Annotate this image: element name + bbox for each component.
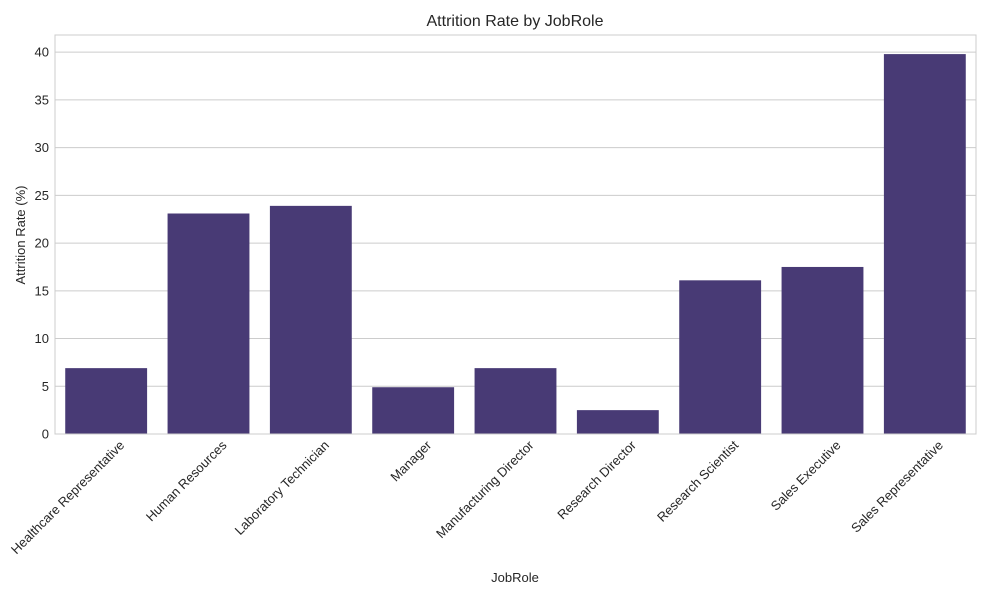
x-tick-label: Sales Representative [848,438,946,536]
bar [474,368,557,434]
x-tick-label: Manager [387,437,434,484]
bar [65,368,148,434]
x-tick-label: Laboratory Technician [232,438,332,538]
y-axis-label: Attrition Rate (%) [13,186,28,285]
x-tick-label: Research Scientist [654,437,742,525]
x-axis-ticks: Healthcare Representative Human Resources… [8,437,946,557]
bar [269,205,352,434]
bar [372,387,455,434]
y-tick-label: 20 [35,236,49,251]
chart-title: Attrition Rate by JobRole [427,13,604,30]
y-tick-label: 25 [35,188,49,203]
y-tick-label: 30 [35,140,49,155]
bar [781,266,864,434]
bar [679,280,762,434]
x-tick-label: Manufacturing Director [433,437,537,541]
y-tick-label: 0 [42,427,49,442]
x-axis-label: JobRole [491,570,539,585]
bar [883,54,966,434]
x-tick-label: Research Director [554,437,639,522]
plot-frame [54,34,977,435]
y-tick-label: 15 [35,283,49,298]
x-tick-label: Human Resources [143,437,230,524]
y-tick-label: 10 [35,331,49,346]
y-tick-label: 40 [35,45,49,60]
bar [167,213,250,434]
y-tick-label: 35 [35,92,49,107]
y-axis-ticks: 0 5 10 15 20 25 30 35 40 [35,45,49,442]
bar [576,410,659,434]
y-tick-label: 5 [42,379,49,394]
x-tick-label: Healthcare Representative [8,438,127,557]
bars [65,54,966,434]
x-tick-label: Sales Executive [768,438,844,514]
